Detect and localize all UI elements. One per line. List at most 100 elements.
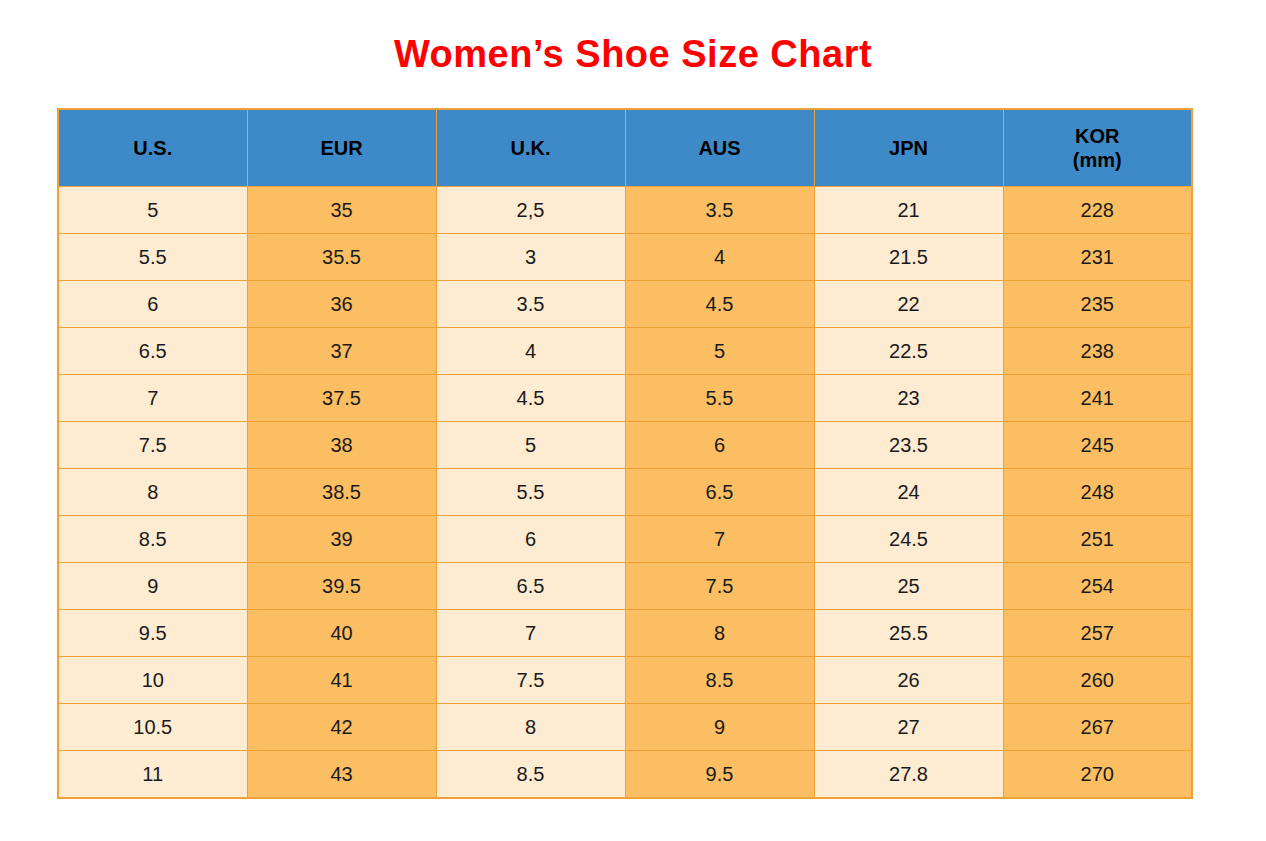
table-cell: 5.5	[58, 234, 247, 281]
table-cell: 23.5	[814, 422, 1003, 469]
table-body: 5352,53.5212285.535.53421.52316363.54.52…	[58, 187, 1192, 799]
table-cell: 27.8	[814, 751, 1003, 799]
table-cell: 8	[436, 704, 625, 751]
table-cell: 43	[247, 751, 436, 799]
table-cell: 238	[1003, 328, 1192, 375]
table-cell: 4.5	[625, 281, 814, 328]
table-cell: 37.5	[247, 375, 436, 422]
table-row: 6363.54.522235	[58, 281, 1192, 328]
table-cell: 35.5	[247, 234, 436, 281]
table-cell: 8.5	[625, 657, 814, 704]
table-cell: 26	[814, 657, 1003, 704]
table-row: 8.5396724.5251	[58, 516, 1192, 563]
table-cell: 38.5	[247, 469, 436, 516]
table-cell: 8	[58, 469, 247, 516]
table-cell: 5.5	[436, 469, 625, 516]
table-cell: 5	[625, 328, 814, 375]
table-row: 7.5385623.5245	[58, 422, 1192, 469]
table-cell: 8.5	[58, 516, 247, 563]
table-cell: 7	[58, 375, 247, 422]
col-header-label: KOR	[1004, 124, 1192, 148]
table-cell: 6	[436, 516, 625, 563]
col-header-uk: U.K.	[436, 109, 625, 187]
table-cell: 40	[247, 610, 436, 657]
table-cell: 7.5	[436, 657, 625, 704]
table-cell: 8.5	[436, 751, 625, 799]
col-header-us: U.S.	[58, 109, 247, 187]
col-header-aus: AUS	[625, 109, 814, 187]
table-cell: 3.5	[436, 281, 625, 328]
table-cell: 4	[436, 328, 625, 375]
table-cell: 9.5	[58, 610, 247, 657]
table-cell: 5	[58, 187, 247, 234]
table-cell: 4	[625, 234, 814, 281]
table-cell: 5.5	[625, 375, 814, 422]
table-cell: 9.5	[625, 751, 814, 799]
shoe-size-table: U.S. EUR U.K. AUS JPN	[57, 108, 1193, 799]
page: Women’s Shoe Size Chart U.S. EUR U.K. AU…	[0, 0, 1266, 841]
col-header-sublabel: (mm)	[1004, 148, 1192, 172]
col-header-label: U.S.	[59, 136, 247, 160]
table-cell: 21.5	[814, 234, 1003, 281]
table-cell: 11	[58, 751, 247, 799]
table-row: 10.5428927267	[58, 704, 1192, 751]
table-cell: 41	[247, 657, 436, 704]
table-cell: 7.5	[625, 563, 814, 610]
table-cell: 231	[1003, 234, 1192, 281]
table-cell: 2,5	[436, 187, 625, 234]
table-row: 5352,53.521228	[58, 187, 1192, 234]
table-cell: 22.5	[814, 328, 1003, 375]
table-cell: 9	[625, 704, 814, 751]
table-cell: 39.5	[247, 563, 436, 610]
table-cell: 6	[625, 422, 814, 469]
table-cell: 42	[247, 704, 436, 751]
table-cell: 248	[1003, 469, 1192, 516]
table-cell: 235	[1003, 281, 1192, 328]
table-cell: 35	[247, 187, 436, 234]
table-cell: 7	[625, 516, 814, 563]
col-header-label: EUR	[248, 136, 436, 160]
table-cell: 27	[814, 704, 1003, 751]
table-cell: 8	[625, 610, 814, 657]
table-cell: 7.5	[58, 422, 247, 469]
col-header-jpn: JPN	[814, 109, 1003, 187]
table-cell: 6	[58, 281, 247, 328]
table-cell: 228	[1003, 187, 1192, 234]
table-cell: 37	[247, 328, 436, 375]
table-cell: 39	[247, 516, 436, 563]
table-cell: 6.5	[625, 469, 814, 516]
table-cell: 10.5	[58, 704, 247, 751]
table-cell: 254	[1003, 563, 1192, 610]
table-row: 737.54.55.523241	[58, 375, 1192, 422]
table-cell: 22	[814, 281, 1003, 328]
table-header-row: U.S. EUR U.K. AUS JPN	[58, 109, 1192, 187]
table-cell: 7	[436, 610, 625, 657]
table-row: 9.5407825.5257	[58, 610, 1192, 657]
table-cell: 260	[1003, 657, 1192, 704]
table-cell: 257	[1003, 610, 1192, 657]
table-row: 10417.58.526260	[58, 657, 1192, 704]
page-title: Women’s Shoe Size Chart	[0, 32, 1266, 76]
table-cell: 251	[1003, 516, 1192, 563]
table-cell: 3.5	[625, 187, 814, 234]
table-row: 939.56.57.525254	[58, 563, 1192, 610]
table-cell: 241	[1003, 375, 1192, 422]
col-header-label: AUS	[626, 136, 814, 160]
table-cell: 24	[814, 469, 1003, 516]
table-cell: 6.5	[58, 328, 247, 375]
table-cell: 25	[814, 563, 1003, 610]
col-header-label: U.K.	[437, 136, 625, 160]
col-header-eur: EUR	[247, 109, 436, 187]
table-cell: 23	[814, 375, 1003, 422]
table-row: 11438.59.527.8270	[58, 751, 1192, 799]
table-cell: 36	[247, 281, 436, 328]
table-cell: 4.5	[436, 375, 625, 422]
table-cell: 270	[1003, 751, 1192, 799]
table-row: 838.55.56.524248	[58, 469, 1192, 516]
table-row: 5.535.53421.5231	[58, 234, 1192, 281]
table-cell: 6.5	[436, 563, 625, 610]
table-header: U.S. EUR U.K. AUS JPN	[58, 109, 1192, 187]
table-cell: 10	[58, 657, 247, 704]
table-cell: 9	[58, 563, 247, 610]
table-cell: 3	[436, 234, 625, 281]
